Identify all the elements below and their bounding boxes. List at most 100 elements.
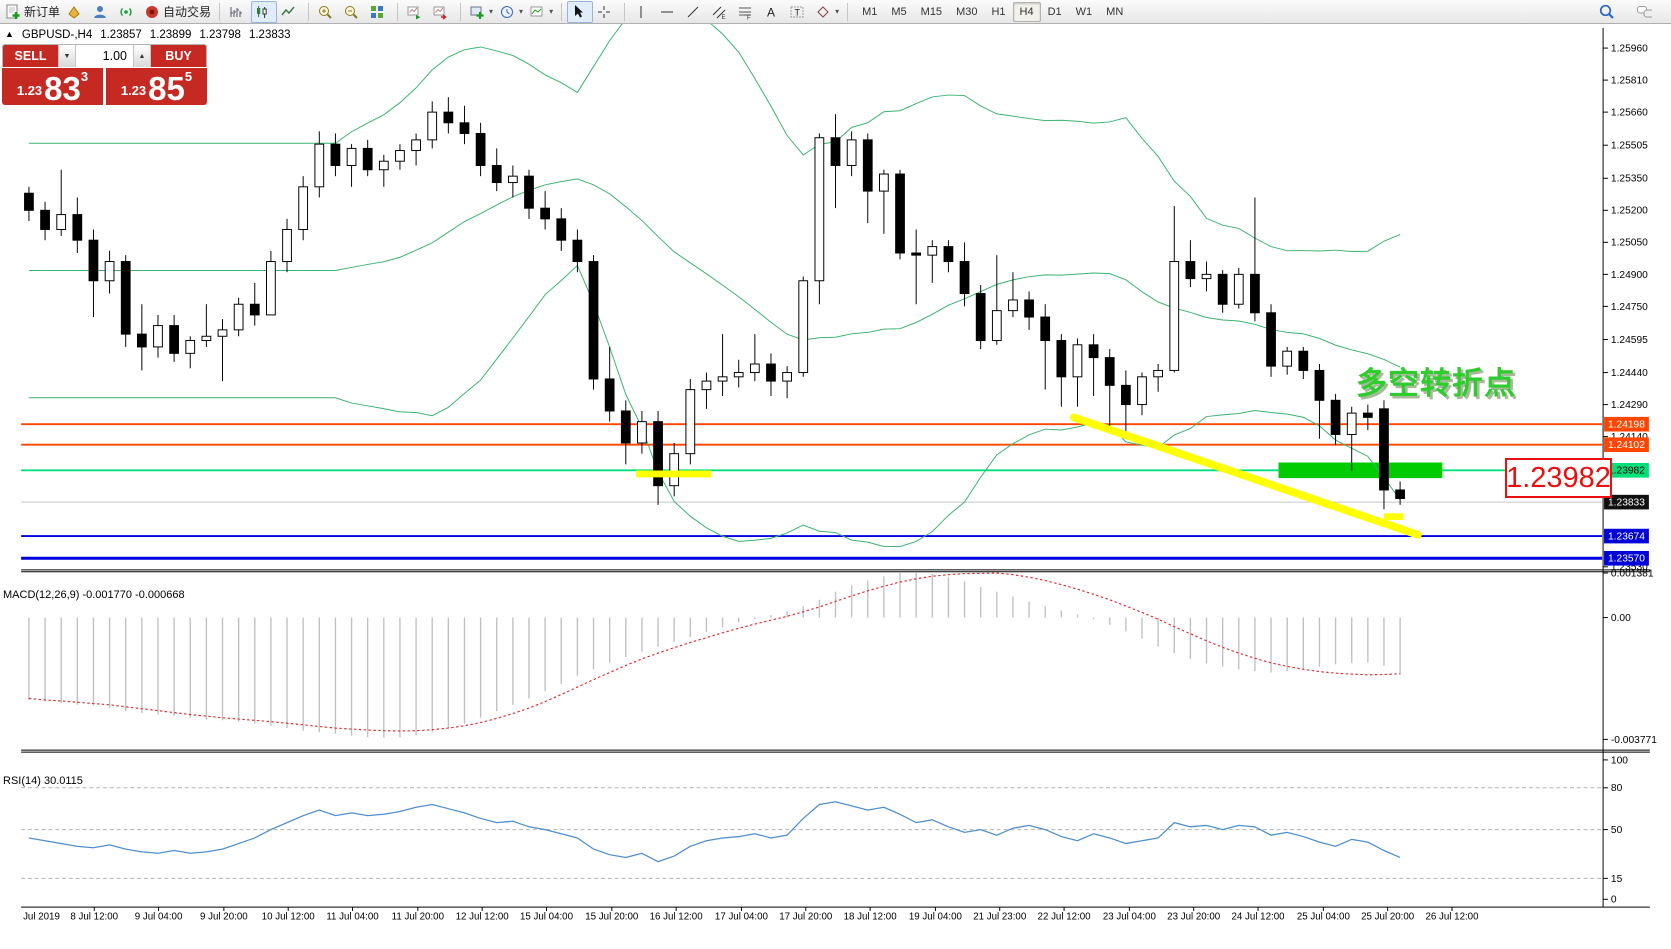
tile-windows-button[interactable] <box>366 1 392 23</box>
indicators-button[interactable]: ▾ <box>526 1 556 23</box>
zoom-out-button[interactable] <box>340 1 366 23</box>
new-order-button[interactable]: 新订单 <box>2 1 63 23</box>
labelT-icon: T <box>789 4 805 20</box>
candle-body <box>1072 344 1083 378</box>
favorites-button[interactable] <box>63 1 89 23</box>
auto-scroll-button[interactable] <box>403 1 429 23</box>
symbol-marker-icon[interactable]: ▲ <box>5 29 14 39</box>
candle-body <box>1120 384 1131 406</box>
line-chart-button[interactable] <box>277 1 303 23</box>
sell-button[interactable]: SELL <box>3 45 58 67</box>
indicator-icon <box>529 4 545 20</box>
svg-text:T: T <box>795 7 801 17</box>
cursor-icon <box>570 4 586 20</box>
timeframe-MN[interactable]: MN <box>1106 5 1124 18</box>
new-chart-button[interactable]: ▾ <box>466 1 496 23</box>
candle-body <box>798 280 809 374</box>
channel-button[interactable]: E <box>708 1 734 23</box>
chat-button[interactable] <box>1633 1 1659 23</box>
candle-body <box>653 421 663 487</box>
price-tag-label: 1.23833 <box>1608 498 1645 509</box>
rsi-axis-label: 0 <box>1611 895 1617 906</box>
candle-chart-button[interactable] <box>251 0 278 23</box>
volume-down-button[interactable]: ▼ <box>58 45 76 67</box>
buy-button[interactable]: BUY <box>151 45 206 67</box>
timeframe-H1[interactable]: H1 <box>991 5 1006 18</box>
candle-body <box>782 372 792 382</box>
candle-body <box>1185 261 1196 280</box>
text-button[interactable]: A <box>760 1 786 23</box>
candle-body <box>862 139 873 192</box>
fibonacci-button[interactable]: F <box>734 1 760 23</box>
cursor-button[interactable] <box>567 0 594 23</box>
candle-body <box>1395 489 1405 499</box>
buy-price-button[interactable]: 1.23 85 5 <box>106 68 207 105</box>
toolbar-separator <box>397 2 399 21</box>
horizontal-line-button[interactable] <box>656 1 682 23</box>
chevron-down-icon[interactable]: ▾ <box>835 7 840 16</box>
chart-canvas[interactable]: 1.25960 1.25810 1.25660 1.25505 1.25350 1.252… <box>0 24 1671 949</box>
textA-icon: A <box>763 4 779 20</box>
autoscroll-icon <box>406 4 422 20</box>
price-callout[interactable]: 1.23982 <box>1505 458 1612 498</box>
zoom-in-button[interactable] <box>314 1 340 23</box>
candle-body <box>298 186 309 231</box>
profiles-button[interactable]: ▾ <box>496 1 526 23</box>
price-tag-1.24102 <box>1604 437 1649 453</box>
label-button[interactable]: T <box>786 1 812 23</box>
zoom-in-icon <box>317 4 333 20</box>
timeframe-W1[interactable]: W1 <box>1075 5 1093 18</box>
price-tick-label: 1.25050 <box>1611 238 1648 249</box>
candle-body <box>72 214 83 241</box>
candle-body <box>491 164 502 184</box>
timeframe-H4[interactable]: H4 <box>1012 1 1041 22</box>
yellow-trendline[interactable] <box>1069 413 1422 539</box>
green-highlight-box[interactable] <box>1278 462 1443 479</box>
volume-input[interactable] <box>76 45 133 67</box>
candle-body <box>556 218 567 241</box>
price-tag-label: 1.23982 <box>1608 466 1645 477</box>
trendline-button[interactable] <box>682 1 708 23</box>
chevron-down-icon[interactable]: ▾ <box>489 7 494 16</box>
candle-body <box>927 246 938 256</box>
buy-price-prefix: 1.23 <box>120 83 147 98</box>
search-button[interactable] <box>1595 1 1621 23</box>
arrows-button[interactable]: ▾ <box>812 1 842 23</box>
candle-body <box>991 310 1002 342</box>
chevron-down-icon[interactable]: ▾ <box>549 7 554 16</box>
candle-body <box>443 111 454 124</box>
candle-body <box>1217 273 1228 305</box>
timeframe-M15[interactable]: M15 <box>920 5 943 18</box>
chevron-down-icon[interactable]: ▾ <box>519 7 524 16</box>
timeframe-D1[interactable]: D1 <box>1047 5 1062 18</box>
candle-body <box>540 207 551 220</box>
candle-body <box>378 160 389 171</box>
candle-body <box>749 363 760 374</box>
signals-button[interactable] <box>115 1 141 23</box>
tiles-icon <box>369 4 385 20</box>
price-tag-1.23674 <box>1604 528 1649 544</box>
candle-body <box>88 239 99 282</box>
timeframe-M1[interactable]: M1 <box>862 5 878 18</box>
timeframe-group: M1 M5 M15 M30 H1 H4 D1 W1 MN <box>855 1 1130 22</box>
vertical-line-button[interactable] <box>630 1 656 23</box>
candle-body <box>1008 299 1018 312</box>
timeframe-M5[interactable]: M5 <box>891 5 907 18</box>
sell-price-button[interactable]: 1.23 83 3 <box>2 68 103 105</box>
time-axis-label: 19 Jul 04:00 <box>909 912 963 923</box>
channel-icon: E <box>711 4 727 20</box>
autotrading-button[interactable]: 自动交易 <box>141 1 214 23</box>
macd-label: MACD(12,26,9) -0.001770 -0.000668 <box>3 589 185 601</box>
bar-chart-button[interactable] <box>225 1 251 23</box>
community-button[interactable] <box>89 1 115 23</box>
volume-up-button[interactable]: ▲ <box>133 45 151 67</box>
candle-body <box>1137 376 1147 406</box>
candle-body <box>201 335 212 342</box>
crosshair-button[interactable] <box>593 1 619 23</box>
toolbar-separator <box>308 2 310 21</box>
timeframe-M30[interactable]: M30 <box>956 5 978 18</box>
newchart-icon <box>469 4 485 20</box>
annotation-turning-point[interactable]: 多空转折点 <box>1356 366 1516 401</box>
chart-shift-button[interactable] <box>429 1 455 23</box>
candle-body <box>959 261 970 295</box>
